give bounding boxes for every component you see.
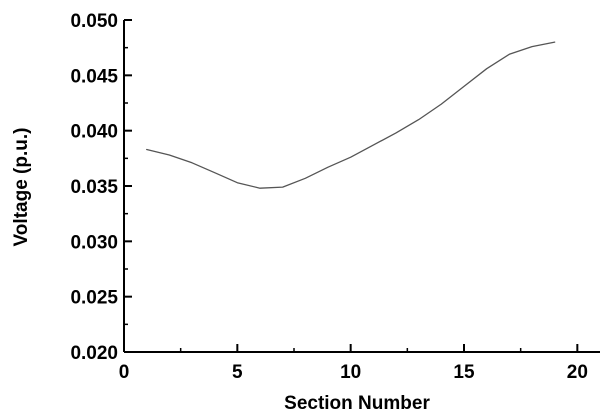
y-tick-label: 0.035 <box>70 177 118 198</box>
y-tick-label: 0.025 <box>70 288 118 309</box>
x-tick-label: 20 <box>567 362 588 383</box>
x-tick-label: 10 <box>340 362 361 383</box>
axes: 0.020 0.025 0.030 0.035 0.040 0.045 0.050 0 5 10 1… <box>70 11 600 383</box>
y-tick-label: 0.020 <box>70 343 118 364</box>
y-tick-label: 0.045 <box>70 66 118 87</box>
x-tick-label: 15 <box>453 362 475 383</box>
y-tick-label: 0.040 <box>70 122 118 143</box>
x-tick-label: 5 <box>232 362 243 383</box>
y-axis-label: Voltage (p.u.) <box>11 128 32 247</box>
y-tick-label: 0.030 <box>70 232 118 253</box>
series-layer <box>146 41 556 189</box>
y-tick-label: 0.050 <box>70 11 118 32</box>
x-axis-label: Section Number <box>284 393 430 414</box>
x-tick-label: 0 <box>119 362 130 383</box>
series-line-1 <box>146 41 556 189</box>
